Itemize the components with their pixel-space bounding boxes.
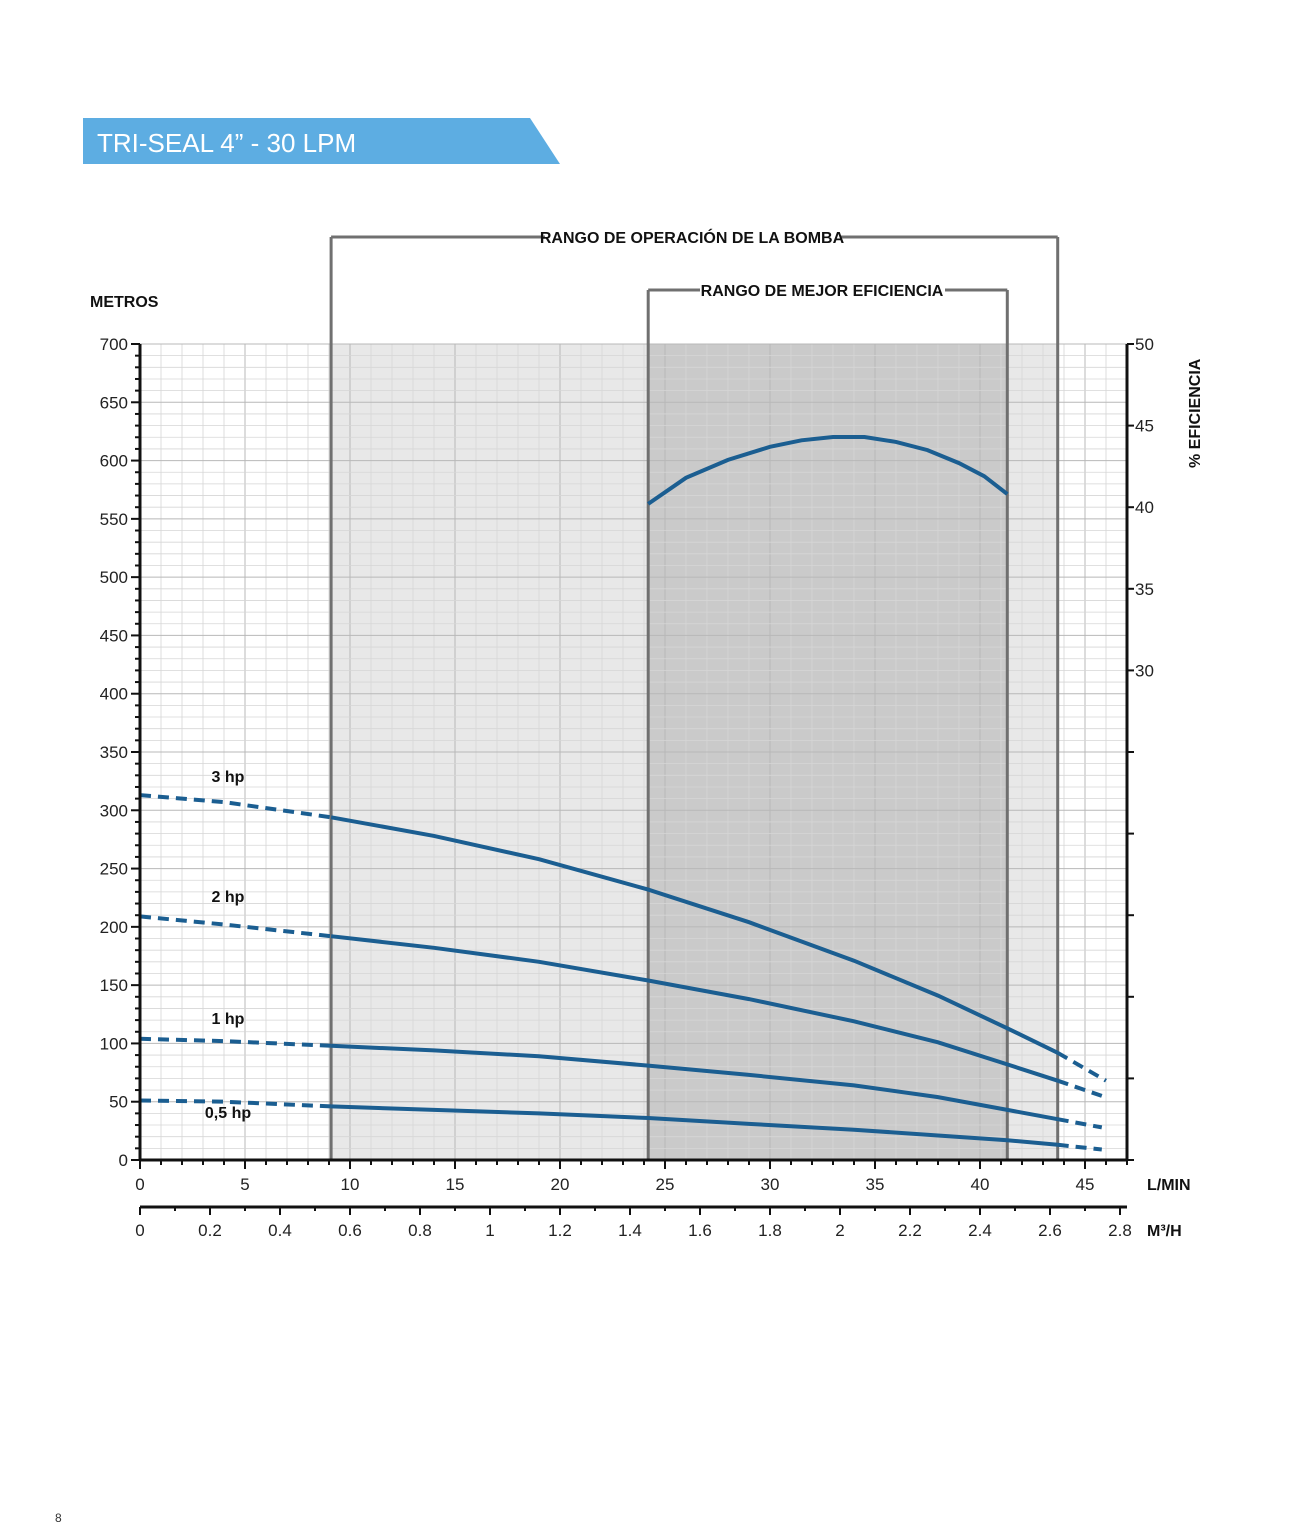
x-m3h-tick-label: 0.4 [268,1221,292,1240]
x-lpm-tick-label: 20 [551,1175,570,1194]
series-1-hp-dashed-low [139,1036,332,1048]
x-m3h-tick-label: 0.2 [198,1221,222,1240]
y-left-tick-label: 550 [100,510,128,529]
y-left-tick-label: 300 [100,801,128,820]
y-left-tick-label: 250 [100,860,128,879]
y-left-tick-label: 500 [100,568,128,587]
y-left-tick-label: 400 [100,685,128,704]
x-lpm-tick-label: 10 [341,1175,360,1194]
series-1-hp-dashed-high [1057,1117,1103,1130]
x-lpm-tick-label: 45 [1076,1175,1095,1194]
x-m3h-tick-label: 1.8 [758,1221,782,1240]
x-m3h-tick-label: 2.4 [968,1221,992,1240]
x-lpm-tick-label: 25 [656,1175,675,1194]
y-left-tick-label: 350 [100,743,128,762]
series-0-5-hp-dashed-high [1057,1142,1103,1152]
title-banner: TRI-SEAL 4” - 30 LPM [83,118,560,164]
y-left-tick-label: 700 [100,335,128,354]
x-m3h-tick-label: 1.4 [618,1221,642,1240]
series-label-3-hp: 3 hp [212,769,245,786]
page-title: TRI-SEAL 4” - 30 LPM [97,128,356,158]
x-m3h-tick-label: 1.6 [688,1221,712,1240]
series-2-hp-dashed-high [1057,1078,1103,1098]
series-0-5-hp-dashed-low [139,1098,332,1109]
range-markers [329,235,1060,1160]
series-3-hp-line [330,815,1059,1055]
y-left-tick-label: 450 [100,626,128,645]
x-lpm-tick-label: 35 [866,1175,885,1194]
series-3-hp-dashed-low [139,793,332,820]
x-m3h-tick-label: 1 [485,1221,494,1240]
y-left-tick-label: 650 [100,393,128,412]
y-right-axis-title: % EFICIENCIA [1187,358,1204,468]
series-label-2-hp: 2 hp [212,889,245,906]
y-left-tick-label: 600 [100,452,128,471]
y-left-tick-label: 0 [119,1151,128,1170]
chart-grid [139,343,1128,1161]
x-m3h-tick-label: 2 [835,1221,844,1240]
chart-axes: 0501001502002503003504004505005506006507… [100,335,1154,1240]
y-left-axis-title: METROS [90,294,159,311]
operation-range-label: RANGO DE OPERACIÓN DE LA BOMBA [540,228,845,247]
y-right-tick-label: 35 [1135,580,1154,599]
x-m3h-tick-label: 0.8 [408,1221,432,1240]
x-lpm-tick-label: 15 [446,1175,465,1194]
y-right-tick-label: 30 [1135,661,1154,680]
x-lpm-axis-title: L/MIN [1147,1177,1191,1194]
best-efficiency-range-label: RANGO DE MEJOR EFICIENCIA [701,283,944,300]
y-left-tick-label: 100 [100,1034,128,1053]
series-1-hp-line [331,1043,1059,1122]
x-m3h-tick-label: 1.2 [548,1221,572,1240]
series-label-1-hp: 1 hp [212,1011,245,1028]
x-m3h-axis-title: M³/H [1147,1223,1182,1240]
y-left-tick-label: 50 [109,1093,128,1112]
series-3-hp-dashed-high [1056,1051,1108,1083]
x-lpm-tick-label: 5 [240,1175,249,1194]
x-m3h-tick-label: 0.6 [338,1221,362,1240]
series-2-hp-dashed-low [139,914,332,939]
x-lpm-tick-label: 30 [761,1175,780,1194]
title-banner-shape [83,118,560,164]
x-m3h-tick-label: 2.6 [1038,1221,1062,1240]
efficiency-curve [647,435,1009,506]
y-right-tick-label: 40 [1135,498,1154,517]
series-0-5-hp-line [331,1104,1058,1147]
x-lpm-tick-label: 40 [971,1175,990,1194]
x-m3h-tick-label: 0 [135,1221,144,1240]
y-left-tick-label: 200 [100,918,128,937]
series-label-0-5-hp: 0,5 hp [205,1105,251,1122]
x-m3h-tick-label: 2.2 [898,1221,922,1240]
x-lpm-tick-label: 0 [135,1175,144,1194]
y-right-tick-label: 50 [1135,335,1154,354]
y-right-tick-label: 45 [1135,417,1154,436]
x-m3h-tick-label: 2.8 [1108,1221,1132,1240]
series-layer: 3 hp 2 hp 1 hp 0,5 hp [139,435,1108,1152]
chart-labels: METROS L/MIN M³/H % EFICIENCIA RANGO DE … [90,228,1204,1240]
y-left-tick-label: 150 [100,976,128,995]
series-2-hp-line [330,934,1059,1083]
page-number: 8 [55,1511,62,1525]
